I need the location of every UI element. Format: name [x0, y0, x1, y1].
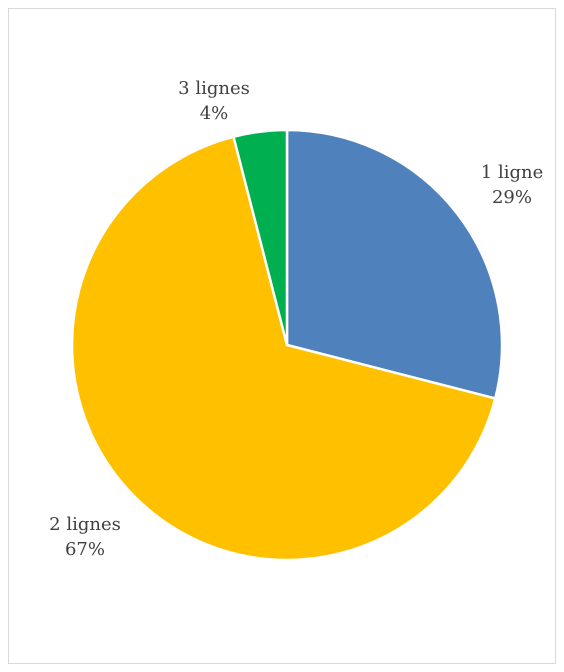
slice-label-1: 1 ligne [481, 162, 543, 183]
pie-slice-3 [232, 128, 289, 346]
pie-slice-1 [285, 128, 504, 400]
slice-percent-3: 4% [200, 103, 229, 124]
pie-slices [70, 128, 504, 562]
slice-label-3: 3 lignes [178, 78, 250, 99]
slice-percent-1: 29% [492, 187, 532, 208]
slice-percent-2: 67% [65, 539, 105, 560]
slice-label-2: 2 lignes [49, 514, 121, 535]
pie-labels: 1 ligne 29% 2 lignes 67% 3 lignes 4% [49, 78, 543, 560]
pie-slice-2 [70, 135, 497, 562]
